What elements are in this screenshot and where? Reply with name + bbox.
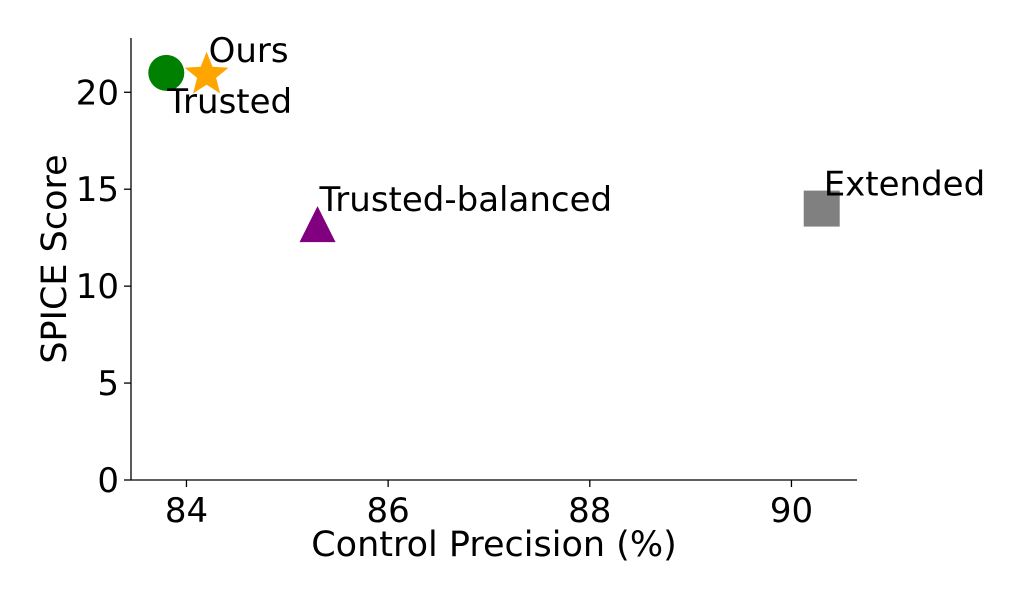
point-trusted (148, 54, 185, 91)
plot-area: 84 86 88 90 0 5 10 15 20 Trusted Ours Trusted-balan… (76, 31, 985, 531)
y-tick-label: 10 (76, 267, 119, 307)
point-label-extended: Extended (824, 165, 985, 205)
point-trusted-balanced (299, 206, 336, 243)
point-ours (184, 51, 229, 94)
y-axis-title: SPICE Score (35, 154, 75, 363)
y-tick-label: 15 (76, 170, 119, 210)
x-axis-title: Control Precision (%) (311, 525, 677, 565)
x-tick-label: 86 (366, 491, 409, 531)
x-tick-label: 88 (568, 491, 611, 531)
point-label-trusted-balanced: Trusted-balanced (319, 180, 613, 220)
x-tick-label: 84 (165, 491, 208, 531)
y-tick-label: 20 (76, 73, 119, 113)
point-label-trusted: Trusted (166, 82, 292, 122)
x-tick-label: 90 (770, 491, 813, 531)
y-tick-label: 0 (97, 461, 119, 501)
point-label-ours: Ours (209, 31, 289, 71)
y-tick-label: 5 (97, 364, 119, 404)
point-extended (803, 190, 840, 227)
